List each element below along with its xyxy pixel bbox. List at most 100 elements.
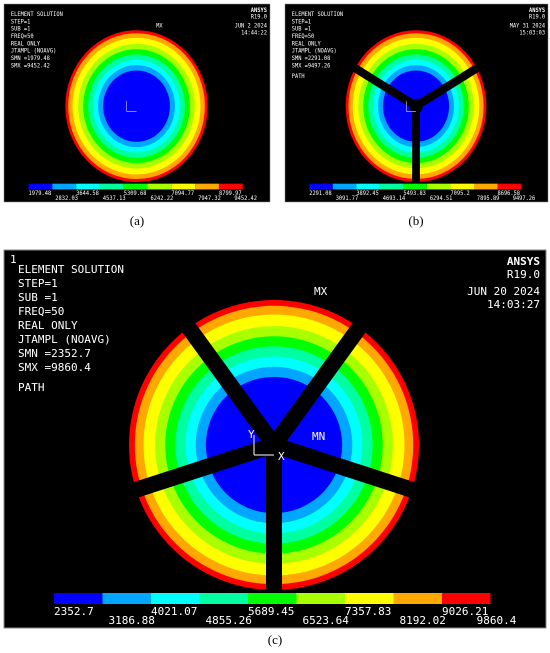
window-number: 1 [10,253,17,266]
info-line: ELEMENT SOLUTION [292,12,343,18]
legend-swatch [28,183,53,190]
min-marker: MN [312,430,325,443]
legend-label: 2291.08 [309,191,331,197]
legend-swatch [345,593,394,604]
info-line: REAL ONLY [292,41,322,47]
legend-label: 5309.68 [124,191,147,197]
legend-label: 6242.22 [150,196,173,202]
info-line: FREQ=50 [292,34,314,40]
info-line: STEP=1 [18,277,58,290]
info-line: JTAMPL (NOAVG) [18,333,111,346]
legend-label: 7895.89 [477,196,499,202]
legend-label: 5689.45 [248,605,294,618]
legend-label: 7094.77 [171,191,194,197]
info-line: PATH [18,381,45,394]
legend-swatch [497,183,522,190]
legend-swatch [195,183,219,190]
legend-label: 9497.26 [513,196,535,202]
time: 14:03:27 [487,298,540,311]
legend-label: 3186.88 [109,614,155,627]
legend-label: 7947.32 [198,196,221,202]
legend-label: 9026.21 [442,605,488,618]
brand: ANSYS [251,8,268,14]
legend-swatch [379,183,404,190]
legend-label: 4021.07 [151,605,197,618]
contour-band [103,70,170,142]
legend-swatch [54,593,103,604]
legend-label: 9860.4 [477,614,517,627]
info-line: SUB =1 [292,27,311,33]
legend-label: 3892.45 [356,191,378,197]
info-line: SMN =1979.48 [11,56,50,62]
legend-swatch [309,183,333,190]
date: JUN 20 2024 [467,285,540,298]
date: MAY 31 2024 [510,23,546,29]
legend-label: 8799.97 [219,191,242,197]
legend-swatch [474,183,498,190]
legend-label: 6294.51 [430,196,452,202]
legend-swatch [296,593,345,604]
center-gap [409,98,423,114]
legend-label: 7357.83 [345,605,391,618]
info-line: JTAMPL (NOAVG) [292,49,337,55]
time: 14:44:22 [241,30,267,36]
legend-label: 7095.2 [450,191,469,197]
info-line: STEP=1 [292,19,311,25]
legend-label: 8192.02 [400,614,446,627]
gap [176,314,281,450]
info-line: SMX =9452.42 [11,63,50,69]
max-marker: MX [156,23,163,29]
gap [414,61,484,110]
legend-swatch [151,593,200,604]
legend-label: 9452.42 [234,196,257,202]
axis-label: X [278,450,285,463]
info-line: STEP=1 [11,19,30,25]
info-line: SUB =1 [11,27,30,33]
legend-swatch [403,183,427,190]
brand: ANSYS [507,255,540,268]
legend-swatch [99,183,124,190]
info-line: SMX =9497.26 [292,63,331,69]
legend-swatch [248,593,297,604]
legend-swatch [171,183,196,190]
caption: (b) [408,213,423,228]
legend-swatch [199,593,248,604]
info-line: SMX =9860.4 [18,361,91,374]
legend-swatch [442,593,491,604]
legend-swatch [450,183,475,190]
legend-swatch [76,183,100,190]
legend-swatch [218,183,243,190]
legend-swatch [147,183,172,190]
info-line: SMN =2291.08 [292,56,331,62]
date: JUN 2 2024 [235,23,268,29]
info-line: SUB =1 [18,291,58,304]
version: R19.0 [507,268,540,281]
info-line: SMN =2352.7 [18,347,91,360]
gap [348,61,418,110]
gap [267,314,372,450]
legend-label: 4537.13 [103,196,126,202]
legend-label: 1979.48 [29,191,52,197]
gap [271,437,424,501]
version: R19.0 [251,15,267,21]
legend-label: 5493.83 [403,191,425,197]
legend-swatch [356,183,380,190]
info-line: JTAMPL (NOAVG) [11,49,56,55]
version: R19.0 [529,15,545,21]
info-line: FREQ=50 [18,305,64,318]
legend-label: 4693.14 [383,196,406,202]
info-line: REAL ONLY [11,41,41,47]
legend-label: 4855.26 [206,614,252,627]
center-gap [260,431,288,459]
legend-label: 2352.7 [54,605,94,618]
caption: (c) [268,632,282,647]
caption: (a) [130,213,144,228]
info-line: PATH [292,74,305,80]
legend-swatch [332,183,357,190]
info-line: ELEMENT SOLUTION [18,263,124,276]
max-marker: MX [314,285,328,298]
legend-label: 6523.64 [303,614,350,627]
